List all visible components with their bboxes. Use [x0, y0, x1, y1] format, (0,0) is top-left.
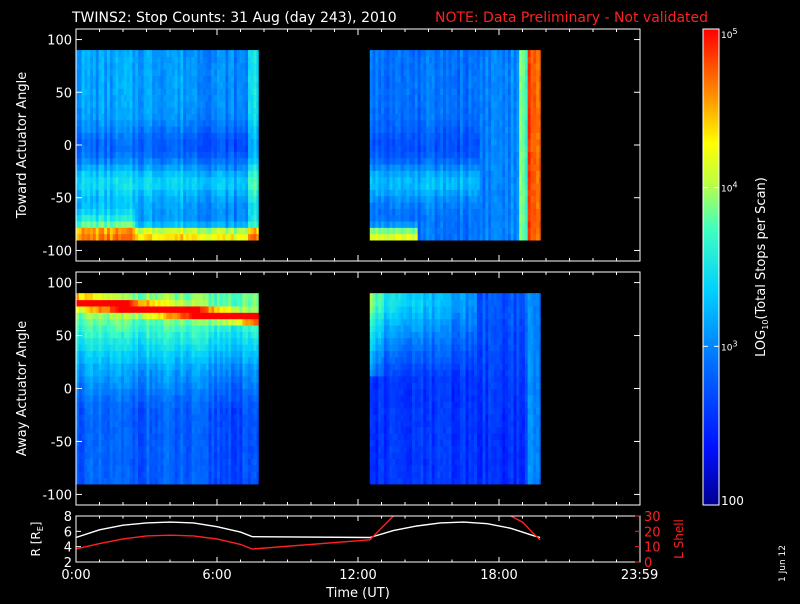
- heatmap-cell: [256, 151, 258, 158]
- heatmap-cell: [256, 126, 258, 133]
- heatmap-cell: [539, 63, 541, 70]
- preliminary-note: NOTE: Data Preliminary - Not validated: [435, 10, 708, 26]
- heatmap-cells: [76, 293, 541, 484]
- heatmap-cell: [539, 75, 541, 82]
- heatmap-cell: [256, 50, 258, 57]
- heatmap-cell: [256, 177, 258, 184]
- heatmap-cell: [256, 132, 258, 139]
- heatmap-cell: [256, 94, 258, 101]
- heatmap-cell: [256, 189, 258, 196]
- heatmap-cell: [256, 63, 258, 70]
- y-tick-label: -100: [42, 244, 72, 259]
- heatmap-cell: [539, 189, 541, 196]
- figure-title: TWINS2: Stop Counts: 31 Aug (day 243), 2…: [71, 10, 397, 26]
- heatmap-cell: [256, 202, 258, 209]
- heatmap-cell: [539, 227, 541, 234]
- heatmap-cell: [539, 158, 541, 165]
- heatmap-cell: [256, 82, 258, 89]
- heatmap-cell: [539, 170, 541, 177]
- heatmap-cell: [539, 196, 541, 203]
- heatmap-cells: [76, 50, 541, 240]
- heatmap-cell: [256, 56, 258, 63]
- heatmap-cell: [539, 56, 541, 63]
- heatmap-cell: [256, 75, 258, 82]
- y-tick-label: 0: [64, 139, 72, 154]
- heatmap-cell: [539, 183, 541, 190]
- heatmap-cell: [539, 50, 541, 57]
- heatmap-cell: [539, 221, 541, 228]
- heatmap-cell: [539, 234, 541, 241]
- heatmap-cell: [256, 215, 258, 222]
- heatmap-cell: [539, 88, 541, 95]
- heatmap-cell: [539, 107, 541, 114]
- heatmap-cell: [539, 177, 541, 184]
- heatmap-cell: [539, 215, 541, 222]
- heatmap-cell: [256, 101, 258, 108]
- heatmap-cell: [539, 69, 541, 76]
- heatmap-cell: [256, 164, 258, 171]
- toward-heatmap-panel: -100 -50 0 50 100 Toward Actuator Angle: [15, 29, 640, 261]
- heatmap-cell: [256, 227, 258, 234]
- heatmap-cell: [539, 113, 541, 120]
- heatmap-cell: [539, 202, 541, 209]
- heatmap-cell: [256, 208, 258, 215]
- heatmap-cell: [256, 113, 258, 120]
- heatmap-cell: [256, 158, 258, 165]
- heatmap-cell: [539, 164, 541, 171]
- heatmap-cell: [539, 139, 541, 146]
- heatmap-cell: [256, 196, 258, 203]
- heatmap-cell: [539, 132, 541, 139]
- y-tick-label: 50: [55, 86, 72, 101]
- heatmap-cell: [539, 82, 541, 89]
- heatmap-cell: [539, 208, 541, 215]
- heatmap-cell: [539, 101, 541, 108]
- heatmap-cell: [256, 234, 258, 241]
- heatmap-cell: [256, 145, 258, 152]
- heatmap-cell: [256, 170, 258, 177]
- heatmap-cell: [256, 107, 258, 114]
- y-tick-label: 100: [47, 34, 72, 49]
- heatmap-cell: [256, 120, 258, 127]
- heatmap-cell: [539, 145, 541, 152]
- heatmap-cell: [539, 120, 541, 127]
- heatmap-cell: [256, 69, 258, 76]
- heatmap-cell: [256, 139, 258, 146]
- heatmap-cell: [256, 221, 258, 228]
- heatmap-cell: [539, 151, 541, 158]
- heatmap-cell: [539, 126, 541, 133]
- heatmap-cell: [539, 94, 541, 101]
- y-axis-label: Toward Actuator Angle: [15, 72, 30, 219]
- y-tick-label: -50: [51, 192, 72, 207]
- heatmap-cell: [256, 88, 258, 95]
- heatmap-cell: [256, 183, 258, 190]
